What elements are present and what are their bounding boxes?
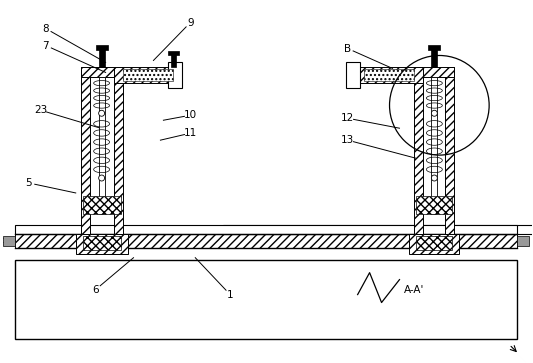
Text: 1: 1 (227, 290, 233, 299)
Bar (431, 77, 438, 214)
Text: 12: 12 (341, 113, 354, 123)
Text: 10: 10 (184, 110, 197, 120)
Bar (83, 196, 120, 214)
Circle shape (99, 175, 104, 181)
Text: 23: 23 (34, 105, 47, 115)
Bar (83, 236, 120, 250)
Text: 7: 7 (43, 41, 49, 50)
Bar (99, 77, 104, 214)
Bar (114, 68, 123, 234)
Bar (429, 45, 440, 49)
Bar (123, 69, 173, 81)
Bar (346, 62, 360, 88)
Bar (409, 234, 459, 254)
Bar (364, 69, 415, 81)
Text: A-A': A-A' (404, 285, 425, 295)
Bar (360, 68, 423, 83)
Bar (15, 234, 517, 248)
Bar (172, 53, 176, 68)
Text: 8: 8 (43, 24, 49, 34)
Text: 6: 6 (92, 285, 99, 295)
Circle shape (431, 110, 438, 116)
Bar (3, 236, 15, 246)
Circle shape (431, 175, 438, 181)
Bar (517, 236, 529, 246)
Bar (445, 68, 454, 234)
Bar (80, 68, 123, 77)
Bar (80, 68, 90, 234)
Bar (415, 68, 454, 77)
Bar (223, 225, 533, 234)
Bar (15, 225, 517, 234)
Bar (114, 68, 177, 83)
Bar (15, 260, 517, 339)
Bar (99, 48, 104, 68)
Bar (95, 45, 108, 49)
Bar (168, 52, 179, 56)
Text: 11: 11 (184, 128, 197, 138)
Text: 13: 13 (341, 135, 354, 145)
Bar (416, 196, 453, 214)
Circle shape (99, 110, 104, 116)
Text: B: B (344, 44, 351, 53)
Text: 9: 9 (187, 18, 193, 28)
Bar (416, 236, 453, 250)
Bar (415, 68, 423, 234)
Bar (431, 48, 438, 68)
Bar (76, 234, 127, 254)
Text: 5: 5 (26, 178, 32, 188)
Bar (168, 62, 182, 88)
